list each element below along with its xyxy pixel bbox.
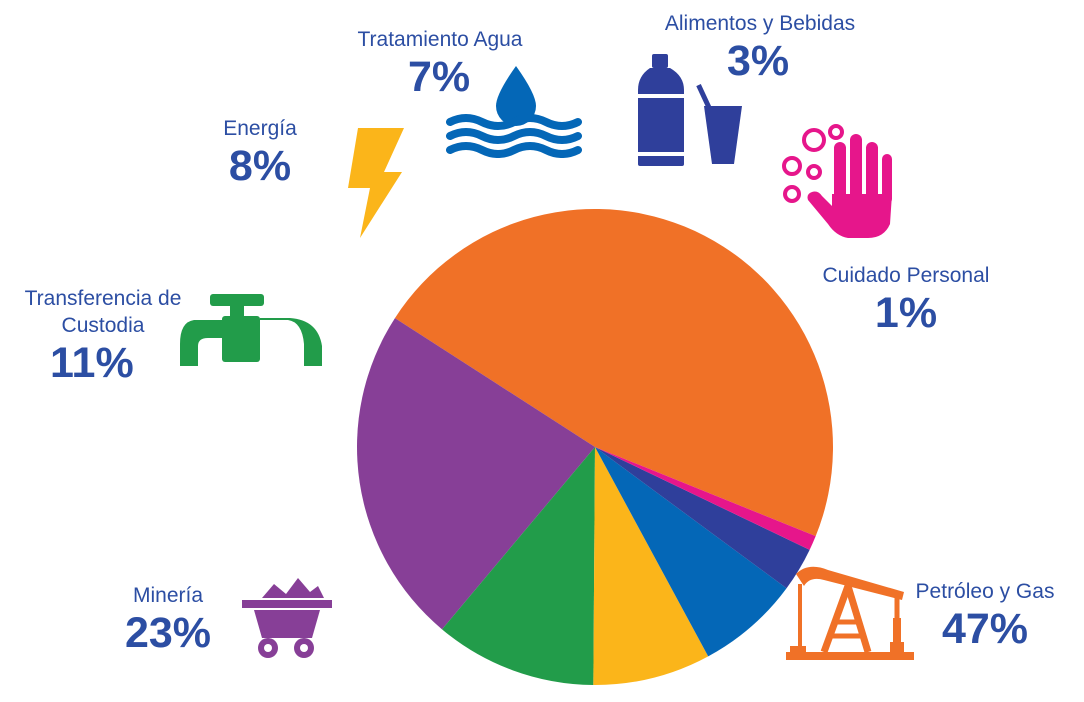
slice-name-cuidado-personal: Cuidado Personal <box>822 264 990 287</box>
slice-name-transferencia-custodia: Transferencia de Custodia <box>24 287 182 337</box>
bottle-cup-icon <box>638 54 742 166</box>
slice-value-energia: 8% <box>228 142 292 190</box>
slice-name-energia: Energía <box>223 117 297 140</box>
slice-name-petroleo-gas: Petróleo y Gas <box>915 580 1055 603</box>
slice-name-tratamiento-agua: Tratamiento Agua <box>357 28 523 51</box>
pie-slice-energia <box>593 447 709 685</box>
slice-value-tratamiento-agua: 7% <box>408 53 471 101</box>
slice-name-alimentos-bebidas: Alimentos y Bebidas <box>664 12 856 35</box>
pie-slice-tratamiento-agua <box>595 447 787 657</box>
pipeline-valve-icon <box>180 294 322 366</box>
label-petroleo-gas: Petróleo y Gas 47% <box>905 578 1065 653</box>
slice-value-mineria: 23% <box>124 609 212 657</box>
mine-cart-icon <box>242 578 332 658</box>
label-mineria: Minería 23% <box>108 582 228 657</box>
water-drop-icon <box>446 66 582 158</box>
lightning-bolt-icon <box>348 128 404 238</box>
label-tratamiento-agua: Tratamiento Agua 7% <box>330 26 550 101</box>
pie-slice-alimentos-y-bebidas <box>595 447 810 589</box>
pie-slice-mineria <box>357 318 595 630</box>
slice-value-petroleo-gas: 47% <box>941 605 1029 653</box>
slice-value-alimentos-bebidas: 3% <box>727 37 790 85</box>
label-alimentos-bebidas: Alimentos y Bebidas 3% <box>645 10 875 85</box>
pie-slices <box>357 209 834 685</box>
slice-value-transferencia-custodia: 11% <box>50 339 134 387</box>
label-transferencia-custodia: Transferencia de Custodia 11% <box>8 285 198 387</box>
label-cuidado-personal: Cuidado Personal 1% <box>808 262 1004 337</box>
label-energia: Energía 8% <box>200 115 320 190</box>
pie-slice-transferencia-de-custodia <box>442 447 595 685</box>
pie-slice-cuidado-personal <box>595 447 816 550</box>
slice-value-cuidado-personal: 1% <box>874 289 938 337</box>
pie-slice-petroleo-y-gas <box>394 209 834 537</box>
oil-pump-icon <box>786 566 914 660</box>
slice-name-mineria: Minería <box>132 584 204 607</box>
hand-bubbles-icon <box>782 124 892 238</box>
